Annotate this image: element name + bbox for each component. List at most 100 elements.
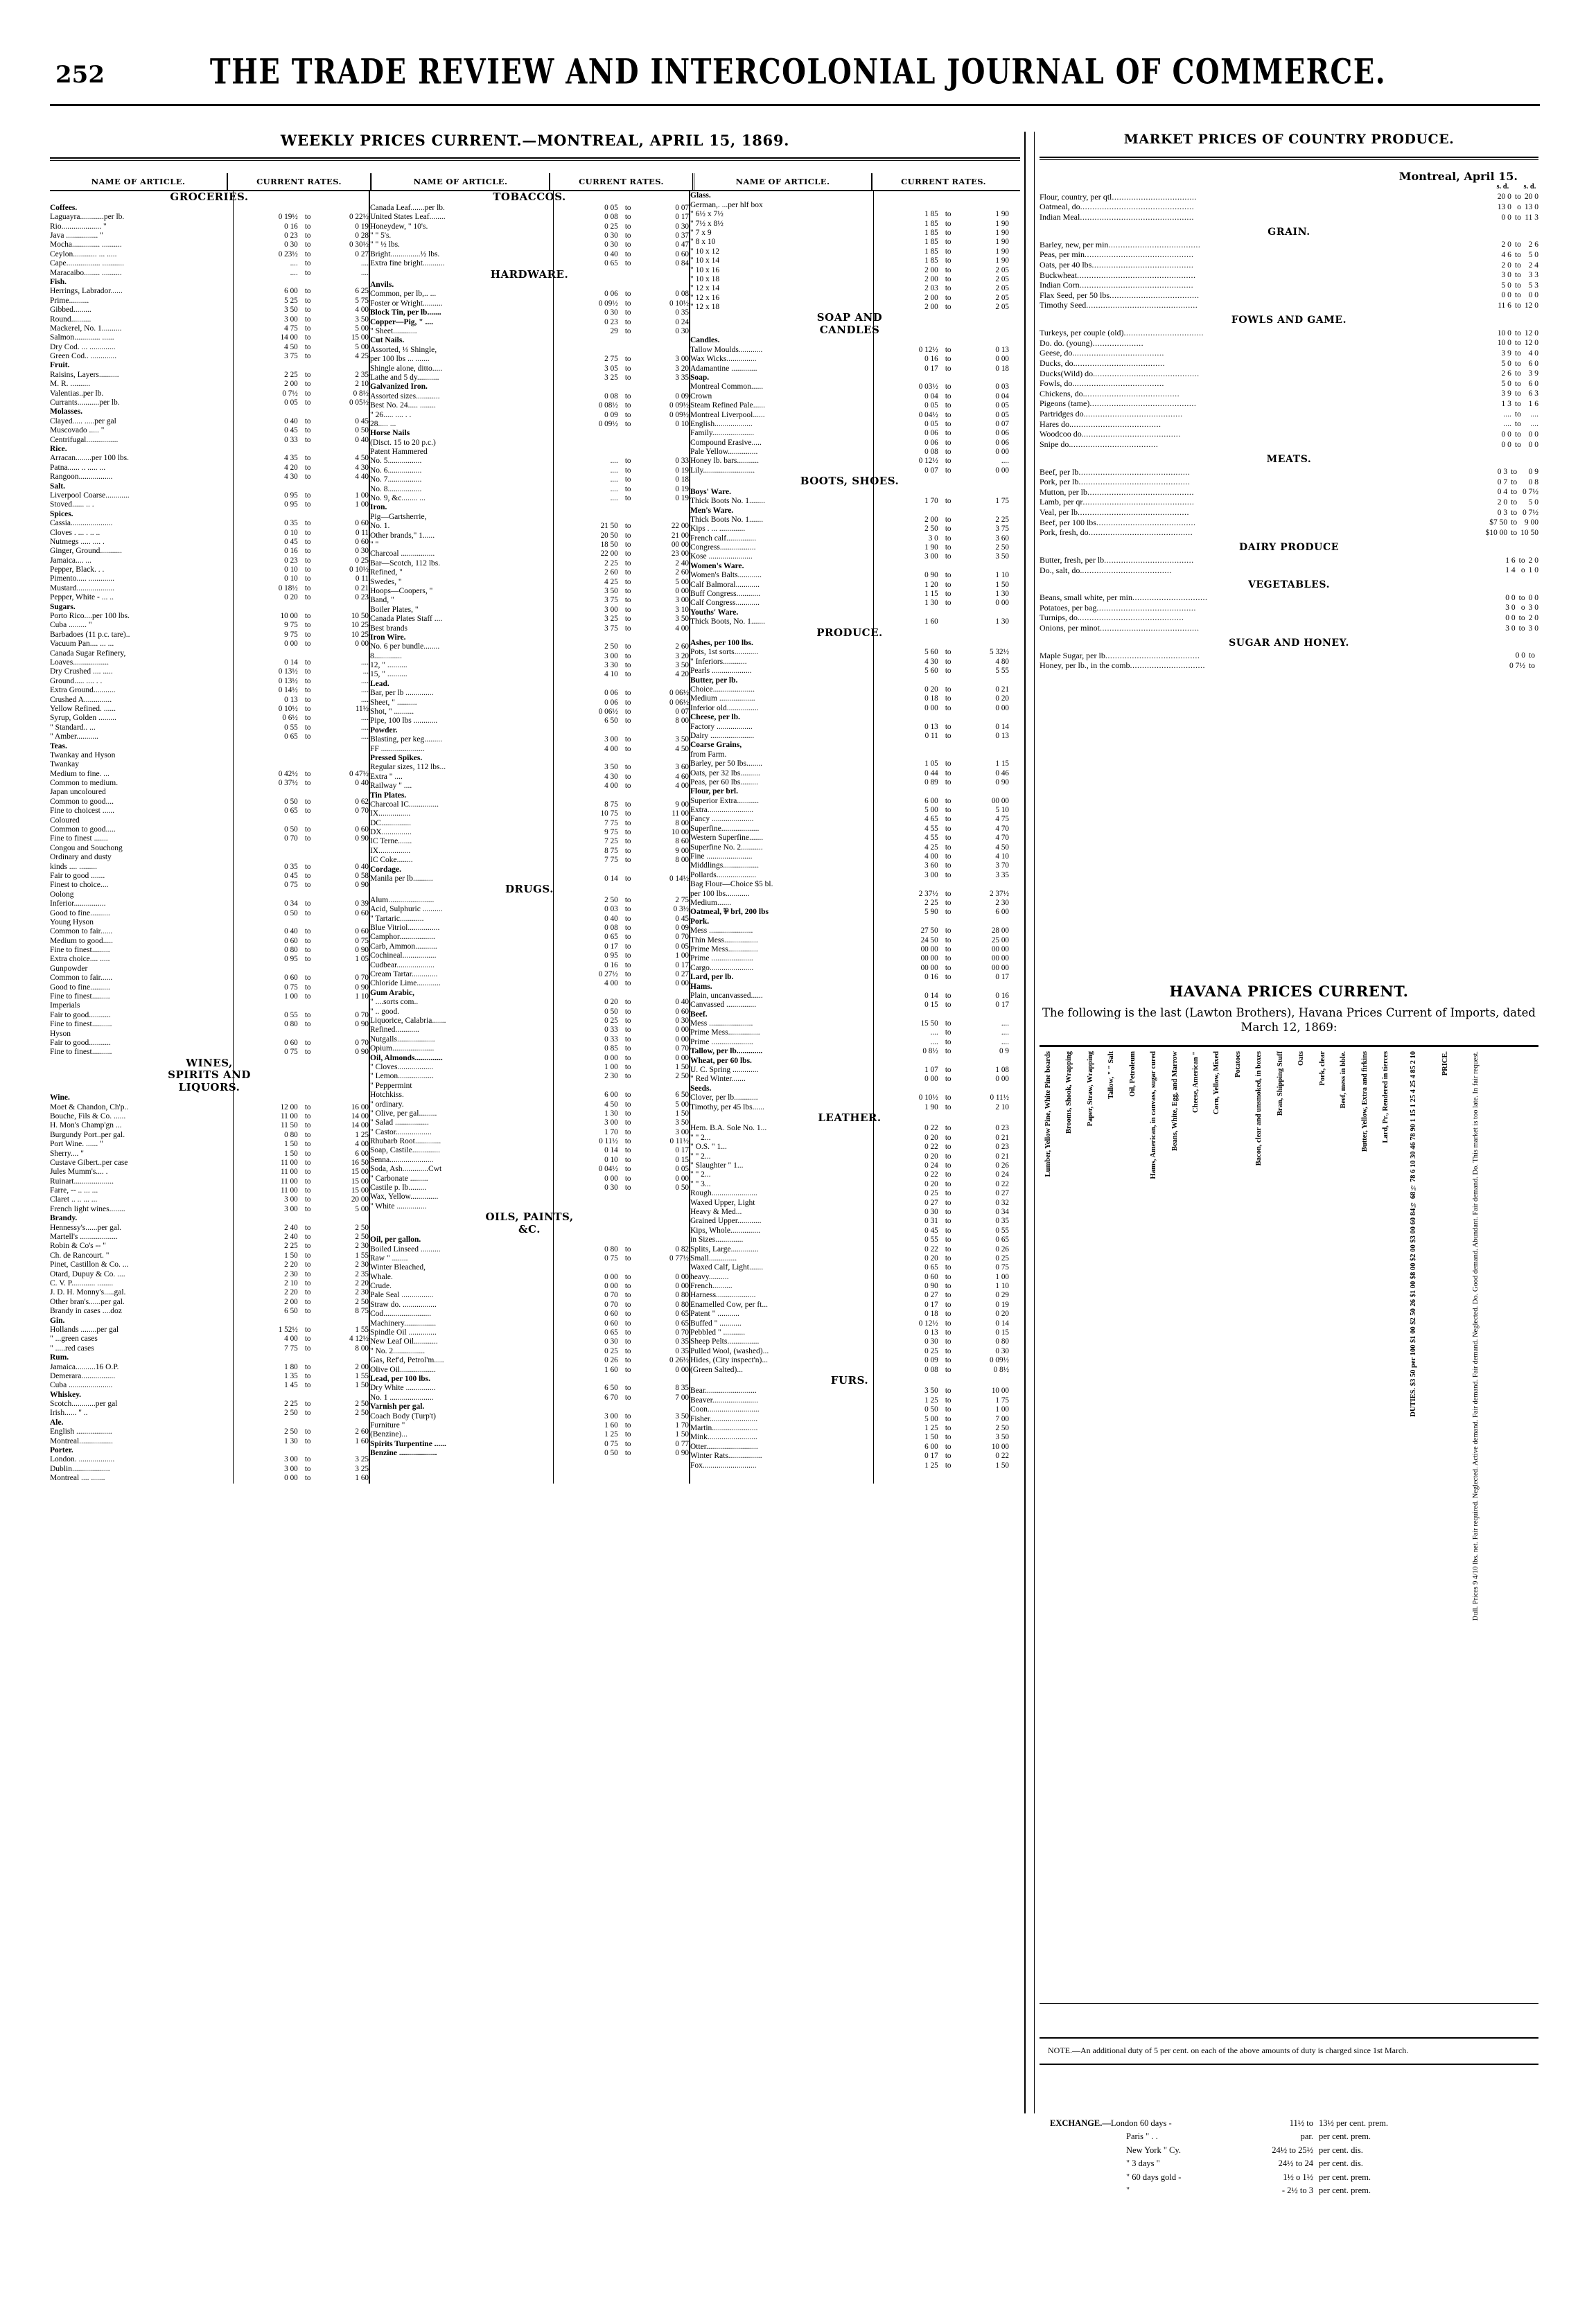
price-row: Fair to good ....... 0 45 to 0 58 bbox=[50, 872, 369, 881]
rate-high: 0 00 bbox=[995, 448, 1009, 457]
produce-row: Potatoes, per bag.......................… bbox=[1040, 603, 1538, 613]
article-name: Oolong bbox=[50, 890, 74, 899]
article-name: Rangoon................. bbox=[50, 473, 113, 482]
rate-low: 0 42½ bbox=[278, 769, 298, 778]
rate-low: 0 06 bbox=[604, 689, 618, 698]
rate-high bbox=[958, 608, 1009, 617]
rate-low: 7 75 bbox=[284, 1344, 298, 1353]
rate-high bbox=[638, 513, 689, 522]
produce-value-high: 13 0 bbox=[1524, 203, 1538, 212]
article-name: Crown bbox=[690, 392, 712, 401]
price-row: Grained Upper............ 0 31 to 0 35 bbox=[690, 1217, 1009, 1226]
rate-high: 0 39 bbox=[355, 899, 369, 908]
rate-low bbox=[570, 1202, 618, 1211]
rate-low bbox=[250, 1446, 298, 1455]
price-row: No. 7..................... to 0 18 bbox=[370, 475, 689, 484]
rate-low: 3 30 bbox=[604, 661, 618, 670]
article-name: Rum. bbox=[50, 1353, 69, 1362]
price-row: Shingle alone, ditto..... 3 05 to 3 20 bbox=[370, 364, 689, 373]
price-row: Demerara................. 1 35 to 1 55 bbox=[50, 1372, 369, 1381]
price-row: Canada Sugar Refinery, bbox=[50, 649, 369, 658]
price-row: Blasting, per keg......... 3 00 to 3 50 bbox=[370, 735, 689, 744]
rate-low: 2 25 bbox=[284, 1400, 298, 1409]
rate-high: 1 05 bbox=[355, 955, 369, 964]
rate-separator: to bbox=[945, 448, 952, 457]
rate-separator: to bbox=[945, 1075, 952, 1084]
rate-high: 0 35 bbox=[675, 1337, 689, 1346]
produce-value-high: 12 0 bbox=[1524, 339, 1538, 348]
article-name: " Standard.. ... bbox=[50, 723, 96, 732]
rate-low: 0 50 bbox=[284, 797, 298, 806]
rate-separator: to bbox=[945, 815, 952, 824]
rate-low: 3 75 bbox=[604, 596, 618, 605]
rate-high bbox=[958, 880, 1009, 889]
price-row: M. R. .......... 2 00 to 2 10 bbox=[50, 380, 369, 389]
rate-low: 0 95 bbox=[284, 500, 298, 509]
rate-high: 0 23 bbox=[995, 1143, 1009, 1152]
rate-low bbox=[891, 880, 938, 889]
article-name: Tallow, per lb............. bbox=[690, 1047, 763, 1056]
produce-value-low: 0 0 bbox=[1505, 614, 1516, 623]
article-name: " 10 x 18 bbox=[690, 274, 720, 283]
rate-high: 0 23 bbox=[355, 593, 369, 602]
rate-low: 5 60 bbox=[924, 648, 938, 657]
price-row: Nutmegs ..... .... .0 45 to 0 60 bbox=[50, 538, 369, 547]
article-name: Extra Ground........... bbox=[50, 686, 116, 695]
rate-high: 0 07 bbox=[995, 419, 1009, 428]
article-name: Rough....................... bbox=[690, 1189, 757, 1198]
rate-high bbox=[638, 1263, 689, 1272]
rate-low: 2 20 bbox=[284, 1260, 298, 1269]
price-row: Rangoon................. 4 30 to 4 40 bbox=[50, 473, 369, 482]
price-row: Otter.......................... 6 00 to 10 … bbox=[690, 1443, 1009, 1452]
rate-separator: to bbox=[624, 484, 631, 493]
price-row: United States Leaf........ 0 08 to 0 17 bbox=[370, 213, 689, 222]
rate-high bbox=[638, 754, 689, 763]
rate-low: 0 22 bbox=[924, 1170, 938, 1179]
rate-separator: to bbox=[304, 231, 311, 240]
rate-high: 7 00 bbox=[995, 1414, 1009, 1423]
rate-low: 0 00 bbox=[924, 1075, 938, 1084]
price-row: Irish...... " .. 2 50 to 2 50 bbox=[50, 1409, 369, 1418]
article-name: Boys' Ware. bbox=[690, 487, 731, 496]
rate-low bbox=[891, 741, 938, 750]
article-name: " Salad ................. bbox=[370, 1118, 429, 1127]
rate-high: 0 70 bbox=[675, 1044, 689, 1053]
rate-low: 6 00 bbox=[604, 1091, 618, 1100]
price-row: London. .................. 3 00 to 3 25 bbox=[50, 1455, 369, 1464]
rate-low: 0 45 bbox=[284, 426, 298, 435]
article-name: Gunpowder bbox=[50, 964, 88, 973]
price-row: Coloured bbox=[50, 816, 369, 825]
price-row: Montreal .... ....... 0 00 to 1 60 bbox=[50, 1474, 369, 1483]
rate-separator: to bbox=[304, 862, 311, 871]
article-name: Valentias..per lb. bbox=[50, 389, 104, 398]
rate-low: 1 50 bbox=[284, 1140, 298, 1149]
rate-low bbox=[891, 917, 938, 926]
rate-low: 2 25 bbox=[284, 370, 298, 379]
colhead-rates-3: CURRENT RATES. bbox=[871, 173, 1015, 191]
article-name: Thick Boots No. 1........ bbox=[690, 497, 765, 506]
rate-low: 1 85 bbox=[924, 256, 938, 265]
rate-low: 2 00 bbox=[924, 274, 938, 283]
rate-high: 15 00 bbox=[351, 1168, 369, 1177]
produce-value-low: .... bbox=[1503, 420, 1511, 429]
article-name: Patent Hammered bbox=[370, 448, 428, 457]
price-row: Common, per lb,.. ... 0 06 to 0 08 bbox=[370, 290, 689, 299]
rate-low: 0 22 bbox=[924, 1143, 938, 1152]
rate-low: 1 60 bbox=[604, 1421, 618, 1430]
rate-low: 4 55 bbox=[924, 824, 938, 833]
rate-high bbox=[318, 918, 369, 927]
price-row: Pots, 1st sorts............ 5 60 to 5 32½ bbox=[690, 648, 1009, 657]
rate-separator: to bbox=[304, 380, 311, 389]
rate-high: 3 50 bbox=[355, 315, 369, 324]
article-name: Fine ....................... bbox=[690, 852, 753, 861]
price-row: Congress.................. 1 90 to 2 50 bbox=[690, 543, 1009, 552]
section-heading: BOOTS, SHOES. bbox=[800, 475, 900, 488]
produce-value-high: 12 0 bbox=[1524, 301, 1538, 310]
section-heading-row: BOOTS, SHOES. bbox=[690, 475, 1009, 487]
produce-row: Butter, fresh, per lb...................… bbox=[1040, 555, 1538, 565]
price-row: Hyson bbox=[50, 1030, 369, 1039]
article-name: Hyson bbox=[50, 1029, 71, 1038]
rate-separator: to bbox=[304, 1269, 311, 1278]
rate-high: 0 35 bbox=[995, 1217, 1009, 1226]
rate-separator: to bbox=[624, 914, 631, 923]
